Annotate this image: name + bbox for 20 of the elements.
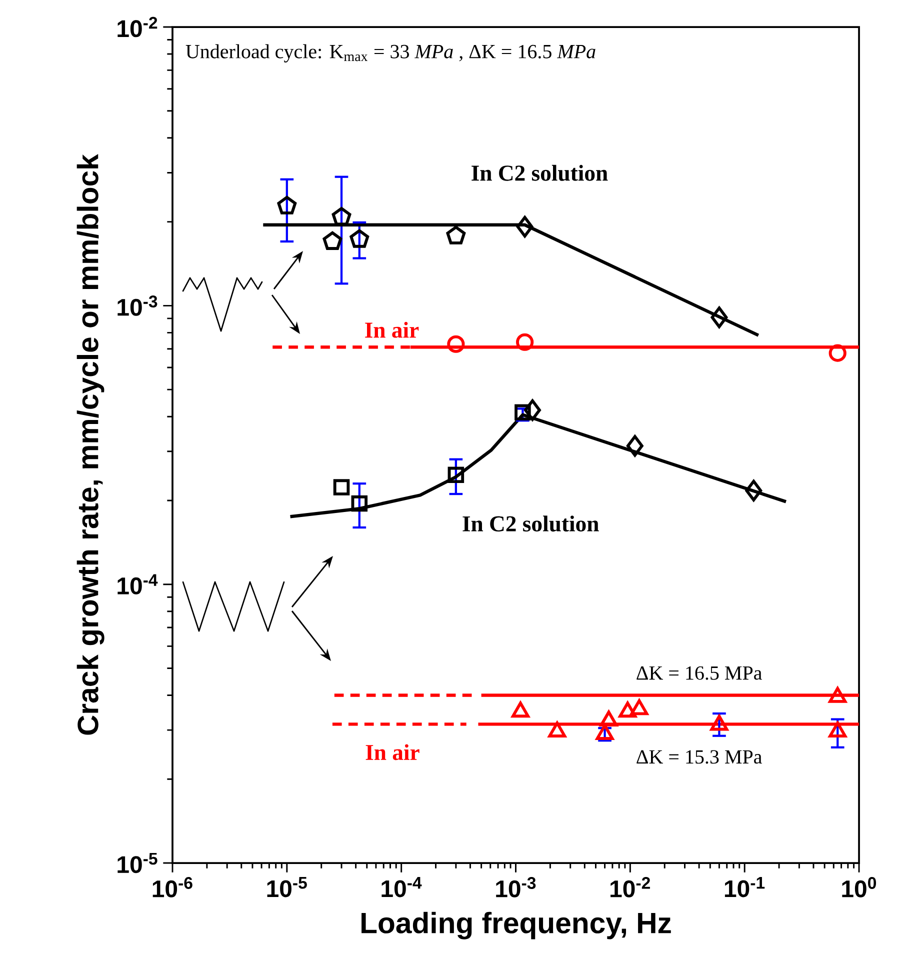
series-label: In air [365,322,419,338]
y-tick-label: 10$^{-4}$ [118,574,158,594]
x-axis-title: Loading frequency, Hz [362,912,671,940]
x-tick-label: 10$^{-1}$ [724,877,765,898]
y-tick-label: 10$^{-2}$ [118,16,158,38]
x-tick-label: 10$^{-3}$ [496,877,536,898]
y-axis-title: Crack growth rate, mm/cycle or mm/block [76,154,104,735]
series-label: In C2 solution [472,164,608,181]
x-tick-label: 10$^{-5}$ [267,877,307,898]
annotation: Underload cycle: K$_{max}$ = 33 MPa , ΔK = 16.5 MPa [186,44,596,62]
y-tick-label: 10$^{-5}$ [118,852,158,874]
x-tick-label: 10$^{-6}$ [152,877,192,898]
annotation: ΔK = 16.5 MPa [636,666,762,680]
series-label: In C2 solution [462,516,599,532]
x-tick-label: 10$^{0}$ [842,877,876,898]
y-tick-label: 10$^{-3}$ [118,296,158,316]
x-tick-label: 10$^{-2}$ [610,877,650,898]
series-label: In air [366,744,420,760]
annotation: ΔK = 15.3 MPa [636,750,762,764]
x-tick-label: 10$^{-4}$ [382,877,422,898]
